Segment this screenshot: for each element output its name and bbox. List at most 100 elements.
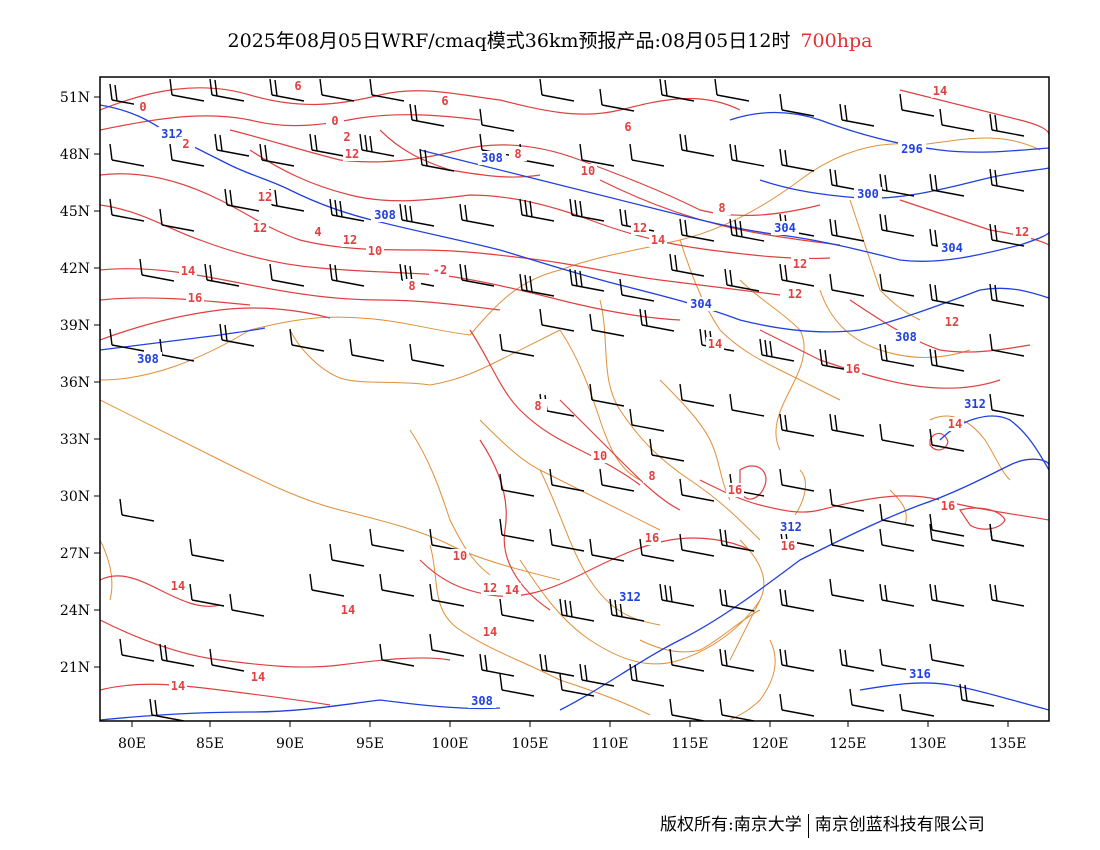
- wind-barb: [269, 263, 305, 287]
- label-bg: [366, 244, 384, 258]
- lat-label: 21N: [60, 660, 90, 676]
- border-line: [409, 429, 491, 576]
- wind-barb: [479, 653, 515, 677]
- wind-barb: [459, 203, 495, 227]
- wind-barb: [929, 513, 965, 537]
- wind-barb: [599, 88, 635, 112]
- wind-barb: [779, 588, 815, 612]
- label-bg: [169, 679, 187, 693]
- label-bg: [779, 539, 797, 553]
- wind-barb: [189, 538, 225, 562]
- height-label: 308: [895, 330, 917, 344]
- label-bg: [643, 469, 661, 483]
- wind-barb: [779, 648, 815, 672]
- wind-barb: [839, 648, 875, 672]
- border-line: [539, 469, 661, 626]
- wind-barb: [579, 663, 615, 687]
- temperature-contour: [699, 479, 1049, 521]
- wind-barb: [219, 323, 255, 347]
- height-label: 308: [481, 151, 503, 165]
- wind-barb: [259, 143, 295, 167]
- temperature-label: 14: [181, 264, 195, 278]
- temperature-label: 10: [368, 244, 382, 258]
- temperature-label: 16: [781, 539, 795, 553]
- wind-barb: [519, 273, 555, 297]
- lon-label: 85E: [196, 736, 224, 752]
- wind-barb: [779, 148, 815, 172]
- wind-barb: [499, 598, 535, 622]
- wind-barb: [159, 208, 195, 232]
- wind-barb: [329, 543, 365, 567]
- lon-label: 120E: [752, 736, 789, 752]
- temperature-label: 16: [941, 499, 955, 513]
- wind-barb: [109, 143, 145, 167]
- label-bg: [468, 694, 496, 708]
- height-label: 316: [909, 667, 931, 681]
- wind-barb: [779, 468, 815, 492]
- wind-barb: [779, 413, 815, 437]
- wind-barb: [539, 653, 575, 677]
- wind-barb: [229, 593, 265, 617]
- border-line: [100, 399, 561, 581]
- temperature-label: 12: [483, 581, 497, 595]
- label-bg: [939, 499, 957, 513]
- lat-label: 45N: [60, 204, 90, 220]
- border-line: [100, 137, 1041, 381]
- lon-label: 135E: [990, 736, 1027, 752]
- border-line: [659, 379, 731, 501]
- label-bg: [509, 147, 527, 161]
- label-bg: [631, 221, 649, 235]
- company-text: 南京创蓝科技有限公司: [814, 815, 985, 835]
- wind-barb: [719, 588, 755, 612]
- wind-barb: [479, 108, 515, 132]
- temperature-contour: [419, 537, 751, 597]
- temperature-contour: [959, 507, 1006, 530]
- temperature-label: 0: [139, 100, 146, 114]
- map-frame: [99, 76, 1050, 722]
- wind-barb: [659, 78, 695, 102]
- wind-barb: [429, 528, 465, 552]
- lon-label: 95E: [356, 736, 384, 752]
- lon-label: 105E: [512, 736, 549, 752]
- wind-barb: [989, 583, 1025, 607]
- label-bg: [338, 130, 356, 144]
- wind-barb: [679, 533, 715, 557]
- label-bg: [341, 233, 359, 247]
- wind-barb: [989, 333, 1025, 357]
- wind-barbs: [109, 78, 1025, 721]
- wind-barb: [379, 573, 415, 597]
- temperature-contour: [469, 329, 641, 486]
- label-bg: [503, 583, 521, 597]
- wind-barb: [714, 78, 750, 102]
- temperature-contour: [100, 307, 331, 341]
- wind-barb: [429, 583, 465, 607]
- temperature-label: 16: [846, 362, 860, 376]
- lat-label: 24N: [60, 603, 90, 619]
- wind-barb: [559, 598, 595, 622]
- lat-label: 33N: [60, 432, 90, 448]
- label-bg: [326, 114, 344, 128]
- temperature-label: 12: [343, 233, 357, 247]
- label-bg: [898, 142, 926, 156]
- border-line: [849, 199, 921, 321]
- border-line: [679, 239, 841, 401]
- temperature-label: 8: [408, 279, 415, 293]
- label-bg: [309, 225, 327, 239]
- wind-barb: [829, 578, 865, 602]
- temperature-label: 14: [505, 583, 519, 597]
- height-label: 304: [941, 241, 963, 255]
- height-contour: [859, 682, 1049, 711]
- height-contour: [559, 458, 1049, 711]
- label-bg: [251, 221, 269, 235]
- latitude-axis: 51N 48N 45N 42N 39N 36N 33N 30N 27N 24N 21N: [60, 90, 100, 676]
- border-line: [100, 539, 113, 601]
- temperature-label: -2: [433, 263, 447, 277]
- wind-barb: [659, 583, 695, 607]
- wind-barb: [929, 348, 965, 372]
- wind-barb: [829, 488, 865, 512]
- wind-barb: [879, 213, 915, 237]
- lon-label: 110E: [592, 736, 629, 752]
- border-line: [819, 289, 971, 358]
- wind-barb: [309, 133, 345, 157]
- wind-barb: [499, 518, 535, 542]
